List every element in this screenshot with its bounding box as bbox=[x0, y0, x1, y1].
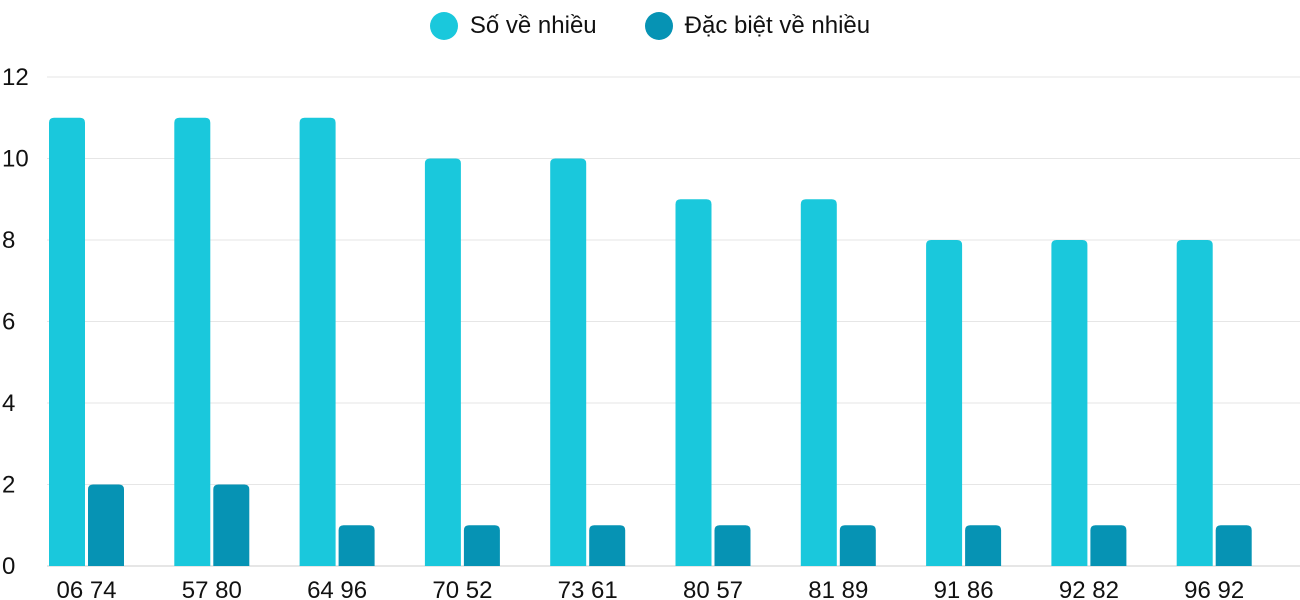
bars bbox=[49, 117, 1252, 567]
x-tick-label: 91 86 bbox=[934, 577, 994, 600]
x-tick-label: 92 82 bbox=[1059, 577, 1119, 600]
legend: Số về nhiều Đặc biệt về nhiều bbox=[0, 12, 1300, 40]
bar-dac-biet-ve-nhieu[interactable] bbox=[589, 525, 626, 566]
bar-so-ve-nhieu[interactable] bbox=[49, 117, 85, 566]
x-axis-ticks: 06 74 57 80 64 96 70 52 73 61 80 57 81 89 91 86… bbox=[56, 577, 1244, 600]
y-tick-label: 6 bbox=[2, 309, 15, 336]
legend-label-dac-biet-ve-nhieu: Đặc biệt về nhiều bbox=[684, 12, 871, 39]
bar-dac-biet-ve-nhieu[interactable] bbox=[714, 525, 751, 566]
bar-dac-biet-ve-nhieu[interactable] bbox=[1090, 525, 1127, 566]
bar-so-ve-nhieu[interactable] bbox=[800, 199, 837, 566]
bar-dac-biet-ve-nhieu[interactable] bbox=[965, 525, 1002, 566]
bar-so-ve-nhieu[interactable] bbox=[1176, 240, 1213, 566]
y-tick-label: 8 bbox=[2, 227, 15, 254]
bar-dac-biet-ve-nhieu[interactable] bbox=[1215, 525, 1252, 566]
x-tick-label: 70 52 bbox=[432, 577, 492, 600]
y-tick-label: 12 bbox=[2, 64, 29, 91]
legend-swatch-so-ve-nhieu bbox=[429, 12, 458, 40]
x-tick-label: 06 74 bbox=[56, 577, 116, 600]
bar-dac-biet-ve-nhieu[interactable] bbox=[839, 525, 876, 566]
bar-so-ve-nhieu[interactable] bbox=[675, 199, 712, 566]
bar-so-ve-nhieu[interactable] bbox=[174, 117, 211, 566]
y-tick-label: 0 bbox=[2, 553, 15, 580]
bar-so-ve-nhieu[interactable] bbox=[926, 240, 963, 566]
y-tick-label: 2 bbox=[2, 472, 15, 499]
bar-dac-biet-ve-nhieu[interactable] bbox=[338, 525, 375, 566]
y-tick-label: 4 bbox=[2, 390, 15, 417]
x-tick-label: 64 96 bbox=[307, 577, 367, 600]
legend-item-so-ve-nhieu[interactable]: Số về nhiều bbox=[429, 12, 597, 40]
x-tick-label: 57 80 bbox=[182, 577, 242, 600]
bar-dac-biet-ve-nhieu[interactable] bbox=[88, 484, 124, 567]
bar-so-ve-nhieu[interactable] bbox=[1051, 240, 1088, 566]
y-axis-ticks: 0 2 4 6 8 10 12 bbox=[2, 64, 29, 580]
x-tick-label: 80 57 bbox=[683, 577, 743, 600]
bar-dac-biet-ve-nhieu[interactable] bbox=[213, 484, 250, 567]
bar-dac-biet-ve-nhieu[interactable] bbox=[463, 525, 500, 566]
x-tick-label: 73 61 bbox=[558, 577, 618, 600]
x-tick-label: 96 92 bbox=[1184, 577, 1244, 600]
y-tick-label: 10 bbox=[2, 146, 29, 173]
legend-item-dac-biet-ve-nhieu[interactable]: Đặc biệt về nhiều bbox=[644, 12, 871, 40]
legend-swatch-dac-biet-ve-nhieu bbox=[644, 12, 673, 40]
x-tick-label: 81 89 bbox=[808, 577, 868, 600]
bar-so-ve-nhieu[interactable] bbox=[424, 158, 461, 567]
bar-so-ve-nhieu[interactable] bbox=[550, 158, 587, 567]
bar-so-ve-nhieu[interactable] bbox=[299, 117, 336, 566]
legend-label-so-ve-nhieu: Số về nhiều bbox=[469, 12, 597, 39]
